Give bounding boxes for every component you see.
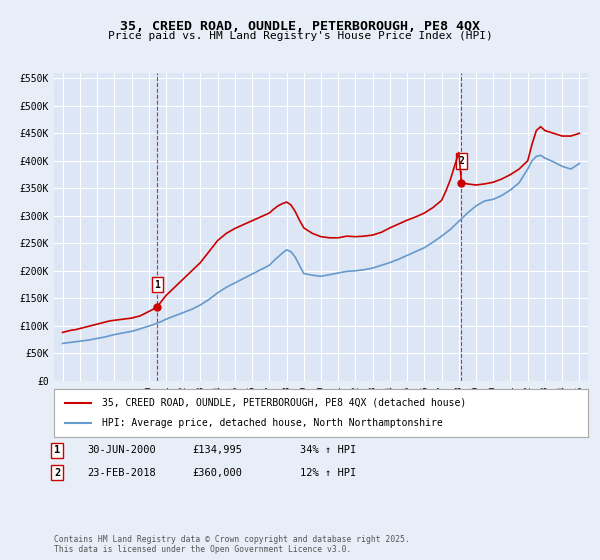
- Text: Price paid vs. HM Land Registry's House Price Index (HPI): Price paid vs. HM Land Registry's House …: [107, 31, 493, 41]
- Text: 1: 1: [154, 279, 160, 290]
- Text: 23-FEB-2018: 23-FEB-2018: [87, 468, 156, 478]
- Text: 1: 1: [54, 445, 60, 455]
- Text: 34% ↑ HPI: 34% ↑ HPI: [300, 445, 356, 455]
- Text: 2: 2: [54, 468, 60, 478]
- Text: 30-JUN-2000: 30-JUN-2000: [87, 445, 156, 455]
- Text: 12% ↑ HPI: 12% ↑ HPI: [300, 468, 356, 478]
- Text: 35, CREED ROAD, OUNDLE, PETERBOROUGH, PE8 4QX: 35, CREED ROAD, OUNDLE, PETERBOROUGH, PE…: [120, 20, 480, 32]
- Text: HPI: Average price, detached house, North Northamptonshire: HPI: Average price, detached house, Nort…: [102, 418, 443, 428]
- Text: Contains HM Land Registry data © Crown copyright and database right 2025.
This d: Contains HM Land Registry data © Crown c…: [54, 535, 410, 554]
- Text: £134,995: £134,995: [192, 445, 242, 455]
- Text: £360,000: £360,000: [192, 468, 242, 478]
- Text: 35, CREED ROAD, OUNDLE, PETERBOROUGH, PE8 4QX (detached house): 35, CREED ROAD, OUNDLE, PETERBOROUGH, PE…: [102, 398, 466, 408]
- Text: 2: 2: [458, 156, 464, 166]
